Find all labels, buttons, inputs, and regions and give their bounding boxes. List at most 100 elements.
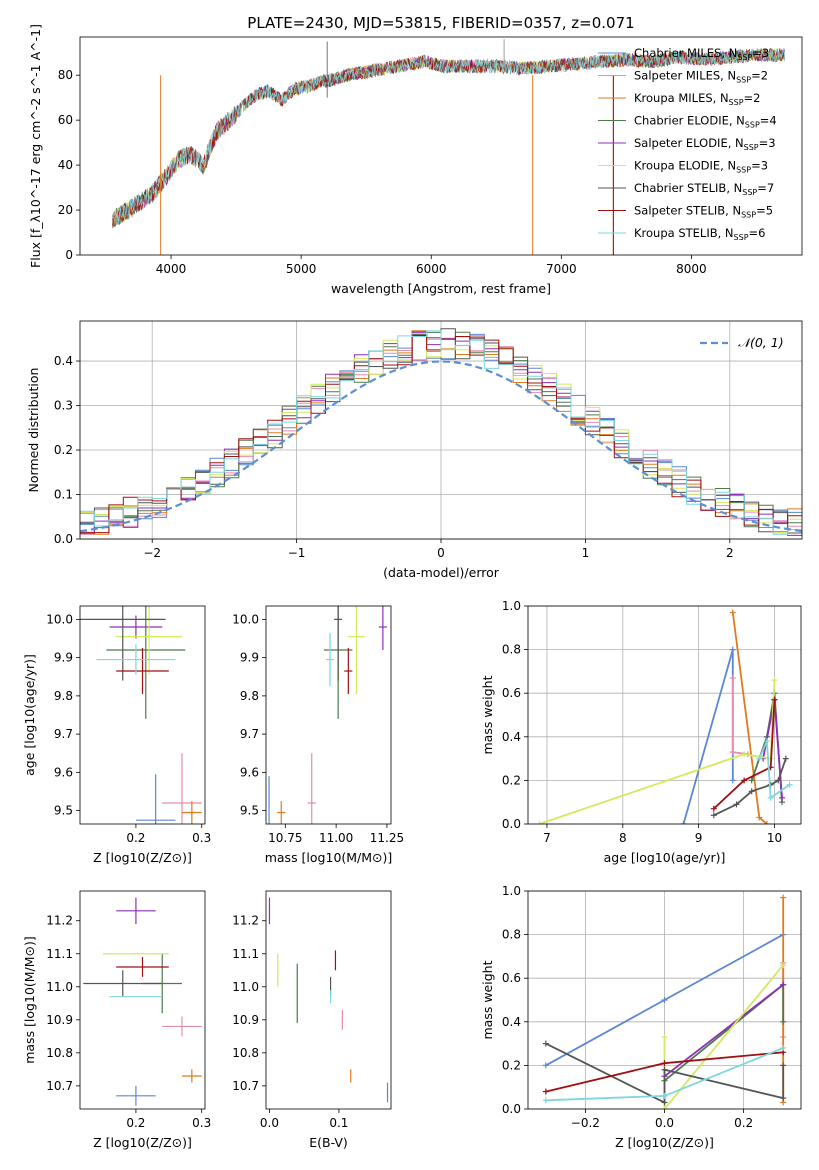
y-tick-label: 11.1 (232, 947, 259, 961)
panel-age_weight: 7 8 9 10 0.0 0.2 0.4 0.6 0.8 1.0 age [log10(age/yr… (480, 599, 802, 865)
y-tick-label: 0.3 (54, 399, 73, 413)
y-tick-label: 10.0 (232, 612, 259, 626)
legend-label: Kroupa STELIB, NSSP=6 (634, 226, 765, 242)
x-axis-label: Z [log10(Z/Z⊙)] (93, 850, 192, 865)
y-tick-label: 11.0 (46, 980, 73, 994)
y-tick-label: 9.6 (240, 765, 259, 779)
weight-line (663, 964, 784, 1109)
legend-subscript: SSP (742, 188, 757, 197)
spectrum-line (112, 47, 785, 226)
x-tick-label: 7 (543, 831, 551, 845)
y-tick-label: 9.5 (240, 804, 259, 818)
y-tick-label: 1.0 (502, 884, 521, 898)
legend-label: Kroupa MILES, NSSP=2 (634, 91, 760, 107)
histogram-step (80, 333, 802, 534)
legend-subscript: SSP (736, 76, 751, 85)
plot-area (542, 894, 787, 1109)
x-tick-label: 0.0 (655, 1116, 674, 1130)
x-axis-label: E(B-V) (309, 1135, 348, 1150)
legend-nssp: =2 (744, 91, 761, 105)
x-axis-label: Z [log10(Z/Z⊙)] (615, 1135, 714, 1150)
x-axis-label: (data-model)/error (383, 565, 500, 580)
y-axis-label: mass [log10(M/M⊙)] (22, 936, 37, 1064)
x-tick-label: −1 (288, 546, 306, 560)
plot-area (268, 606, 387, 824)
axes-frame (265, 890, 392, 1110)
x-tick-label: 1 (582, 546, 590, 560)
legend-subscript: SSP (734, 233, 749, 242)
y-tick-label: 10.8 (232, 1046, 259, 1060)
weight-line (713, 758, 787, 817)
plot-area (83, 897, 202, 1106)
y-tick-label: 9.9 (54, 651, 73, 665)
y-tick-label: 11.1 (46, 947, 73, 961)
axes-frame (79, 890, 206, 1110)
y-tick-label: 11.2 (46, 914, 73, 928)
y-tick-label: 10.9 (232, 1013, 259, 1027)
y-tick-label: 0.4 (54, 354, 73, 368)
weight-line (758, 740, 791, 800)
axes-frame (79, 605, 206, 825)
legend-subscript: SSP (741, 211, 756, 220)
x-tick-label: 0.2 (734, 1116, 753, 1130)
legend-nssp: =4 (760, 114, 777, 128)
legend-nssp: =7 (757, 181, 774, 195)
legend-label: Salpeter ELODIE, NSSP=3 (634, 136, 776, 152)
y-tick-label: 0.2 (502, 1058, 521, 1072)
y-axis-label: mass weight (480, 675, 495, 754)
x-tick-label: 7000 (546, 262, 577, 276)
y-tick-label: 9.9 (240, 651, 259, 665)
legend-label-text: Chabrier STELIB, N (634, 181, 742, 195)
x-tick-label: 10 (767, 831, 782, 845)
y-tick-label: 0.8 (502, 928, 521, 942)
x-tick-label: 11.25 (370, 831, 404, 845)
legend-label: Salpeter STELIB, NSSP=5 (634, 204, 773, 220)
panel-z_age: 0.2 0.3 9.5 9.6 9.7 9.8 9.9 10.0 Z [log10(Z/Z⊙)]… (22, 605, 211, 865)
axes-frame (527, 890, 802, 1110)
panel-mass_age: 10.75 11.00 11.25 9.5 9.6 9.7 9.8 9.9 10.0 mass [… (232, 605, 404, 865)
normal-curve (80, 360, 802, 533)
plot-area (268, 897, 389, 1103)
y-tick-label: 11.0 (232, 980, 259, 994)
legend-nssp: =3 (752, 46, 769, 60)
axes-frame (527, 605, 802, 825)
weight-line (663, 983, 784, 1078)
legend-nssp: =2 (751, 69, 768, 83)
y-tick-label: 0.2 (54, 443, 73, 457)
plot-area (80, 328, 802, 536)
y-tick-label: 10.0 (46, 612, 73, 626)
x-tick-label: 11.00 (319, 831, 353, 845)
y-tick-label: 10.8 (46, 1046, 73, 1060)
x-tick-label: 5000 (286, 262, 317, 276)
y-axis-label: Normed distribution (26, 368, 41, 493)
axes-frame (79, 320, 803, 540)
legend-label-text: Salpeter MILES, N (634, 69, 736, 83)
x-axis-label: Z [log10(Z/Z⊙)] (93, 1135, 192, 1150)
legend-label: Chabrier ELODIE, NSSP=4 (634, 114, 777, 130)
x-tick-label: 2 (726, 546, 734, 560)
legend-label-text: Salpeter ELODIE, N (634, 136, 744, 150)
legend-nssp: =3 (751, 159, 768, 173)
legend-nssp: =5 (756, 204, 773, 218)
x-axis-label: age [log10(age/yr)] (604, 850, 726, 865)
legend-label-text: Kroupa ELODIE, N (634, 159, 736, 173)
y-tick-label: 0.0 (54, 532, 73, 546)
y-tick-label: 9.8 (240, 689, 259, 703)
x-tick-label: 0.3 (192, 831, 211, 845)
x-tick-label: 4000 (156, 262, 187, 276)
y-tick-label: 9.7 (54, 727, 73, 741)
y-tick-label: 9.7 (240, 727, 259, 741)
y-tick-label: 0 (65, 248, 73, 262)
legend-label: Kroupa ELODIE, NSSP=3 (634, 159, 768, 175)
weight-line (713, 699, 776, 810)
y-axis-label: age [log10(age/yr)] (22, 654, 37, 776)
x-tick-label: 8 (619, 831, 627, 845)
legend-label-text: Salpeter STELIB, N (634, 204, 741, 218)
legend-label: Chabrier STELIB, NSSP=7 (634, 181, 774, 197)
axes-frame (79, 36, 803, 256)
y-tick-label: 80 (58, 68, 73, 82)
x-tick-label: 0.2 (126, 831, 145, 845)
x-tick-label: 0 (437, 546, 445, 560)
y-tick-label: 0.2 (502, 773, 521, 787)
